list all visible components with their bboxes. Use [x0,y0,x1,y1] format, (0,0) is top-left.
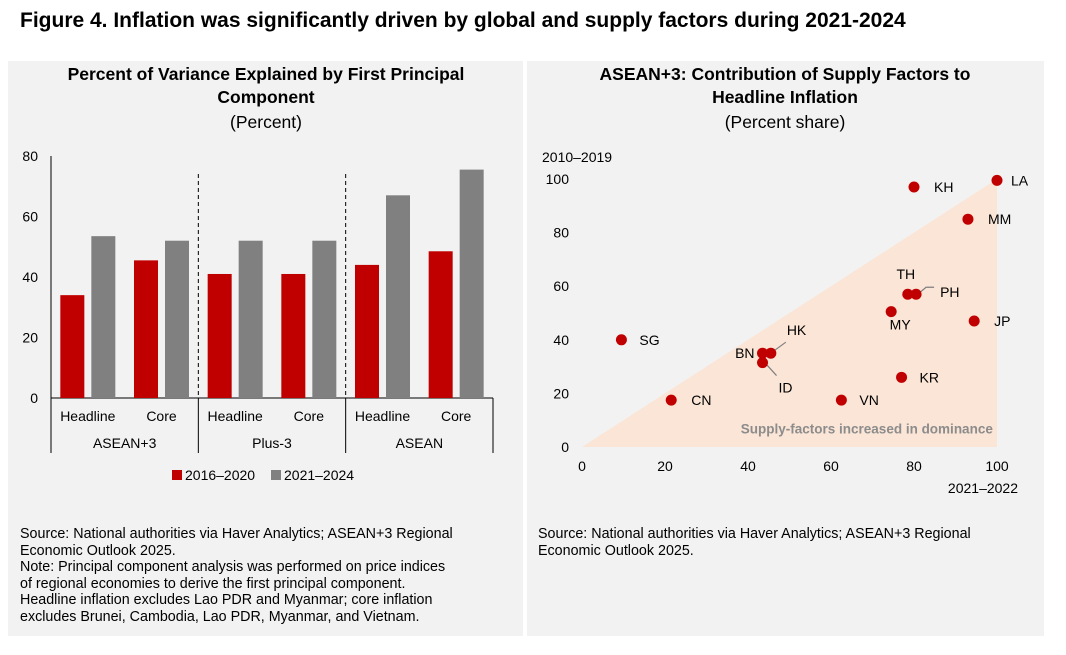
scatter-point [835,394,847,406]
scatter-chart: ASEAN+3: Contribution of Supply Factors … [542,64,1029,496]
scatter-chart-panel: ASEAN+3: Contribution of Supply Factors … [527,61,1044,636]
leader-line [919,286,935,293]
bar-series2 [91,236,116,398]
y-tick-label: 20 [22,330,38,346]
x-tick-label: 0 [578,458,586,474]
note-line: Note: Principal component analysis was p… [20,559,446,576]
note-line: of regional economies to derive the firs… [20,575,406,592]
point-label: KR [920,369,939,385]
point-label: TH [896,266,915,282]
bar-chart-title-line2: Component [217,87,314,107]
leader-line [766,364,777,376]
source-line: Economic Outlook 2025. [538,542,694,559]
y-tick-label: 20 [553,385,569,401]
scatter-point [665,394,677,406]
scatter-chart-title-line2: Headline Inflation [712,87,858,107]
bar-chart-subtitle: (Percent) [230,112,302,132]
x-group-label: ASEAN+3 [93,435,157,451]
x-tick-label: 40 [740,458,756,474]
scatter-chart-title-line1: ASEAN+3: Contribution of Supply Factors … [600,64,971,84]
point-label: BN [735,345,754,361]
y-tick-label: 0 [561,439,569,455]
scatter-point [885,306,897,318]
y-tick-label: 40 [22,269,38,285]
x-category-label: Headline [355,408,410,424]
scatter-point [757,357,769,369]
scatter-point [962,213,974,225]
x-category-label: Core [441,408,472,424]
y-tick-label: 100 [546,171,570,187]
y-tick-label: 40 [553,332,569,348]
point-label: KH [934,179,953,195]
bar-series1 [428,251,453,398]
point-label: CN [691,392,711,408]
source-line: Source: National authorities via Haver A… [538,526,971,542]
bar-series1 [60,295,85,398]
x-category-label: Core [146,408,177,424]
source-line: Source: National authorities via Haver A… [20,526,453,542]
leader-line [774,341,787,351]
bar-series2 [312,240,337,398]
point-label: MM [988,211,1011,227]
x-category-label: Headline [208,408,263,424]
bar-chart-panel: Percent of Variance Explained by First P… [8,61,523,636]
bar-series1 [207,273,232,398]
note-line: Headline inflation excludes Lao PDR and … [20,592,433,609]
bar-chart: Percent of Variance Explained by First P… [22,64,494,483]
point-label: LA [1011,172,1029,188]
bar-series2 [165,240,189,398]
x-axis-title: 2021–2022 [948,480,1018,496]
x-group-label: Plus-3 [252,435,292,451]
x-tick-label: 20 [657,458,673,474]
scatter-point [757,347,769,359]
scatter-point [968,315,980,327]
y-tick-label: 60 [22,209,38,225]
bar-series2 [238,240,263,398]
x-tick-label: 60 [823,458,839,474]
y-tick-label: 80 [22,148,38,164]
bar-series1 [281,273,306,398]
x-tick-label: 80 [906,458,922,474]
region-label: Supply-factors increased in dominance [741,422,994,437]
y-axis-title: 2010–2019 [542,149,612,165]
point-label: SG [639,332,659,348]
bar-series1 [134,260,158,398]
scatter-chart-source: Source: National authorities via Haver A… [538,526,971,559]
point-label: HK [787,322,807,338]
x-group-label: ASEAN [396,435,443,451]
bar-series2 [386,195,410,398]
legend-swatch [271,470,281,480]
legend-label: 2016–2020 [185,467,255,483]
note-line: excludes Brunei, Cambodia, Lao PDR, Myan… [20,608,420,625]
point-label: JP [994,313,1010,329]
point-label: MY [890,317,912,333]
bar-chart-title-line1: Percent of Variance Explained by First P… [68,64,465,84]
scatter-point [908,181,920,193]
dominance-region [582,179,997,447]
y-tick-label: 80 [553,225,569,241]
legend-label: 2021–2024 [284,467,354,483]
scatter-chart-subtitle: (Percent share) [725,112,846,132]
bar-series1 [355,264,379,398]
y-tick-label: 60 [553,278,569,294]
scatter-point [896,371,908,383]
legend-swatch [172,470,182,480]
y-tick-label: 0 [30,390,38,406]
scatter-point [910,288,922,300]
scatter-point [991,174,1003,186]
x-tick-label: 100 [985,458,1009,474]
x-category-label: Headline [60,408,115,424]
x-category-label: Core [294,408,325,424]
scatter-point [765,347,777,359]
bar-series2 [459,169,484,398]
scatter-point [615,334,627,346]
source-line: Economic Outlook 2025. [20,542,176,559]
scatter-point [902,288,914,300]
point-label: VN [859,392,878,408]
point-label: ID [779,380,793,396]
point-label: PH [940,284,959,300]
bar-chart-source: Source: National authorities via Haver A… [20,526,453,626]
figure-title: Figure 4. Inflation was significantly dr… [20,9,906,32]
